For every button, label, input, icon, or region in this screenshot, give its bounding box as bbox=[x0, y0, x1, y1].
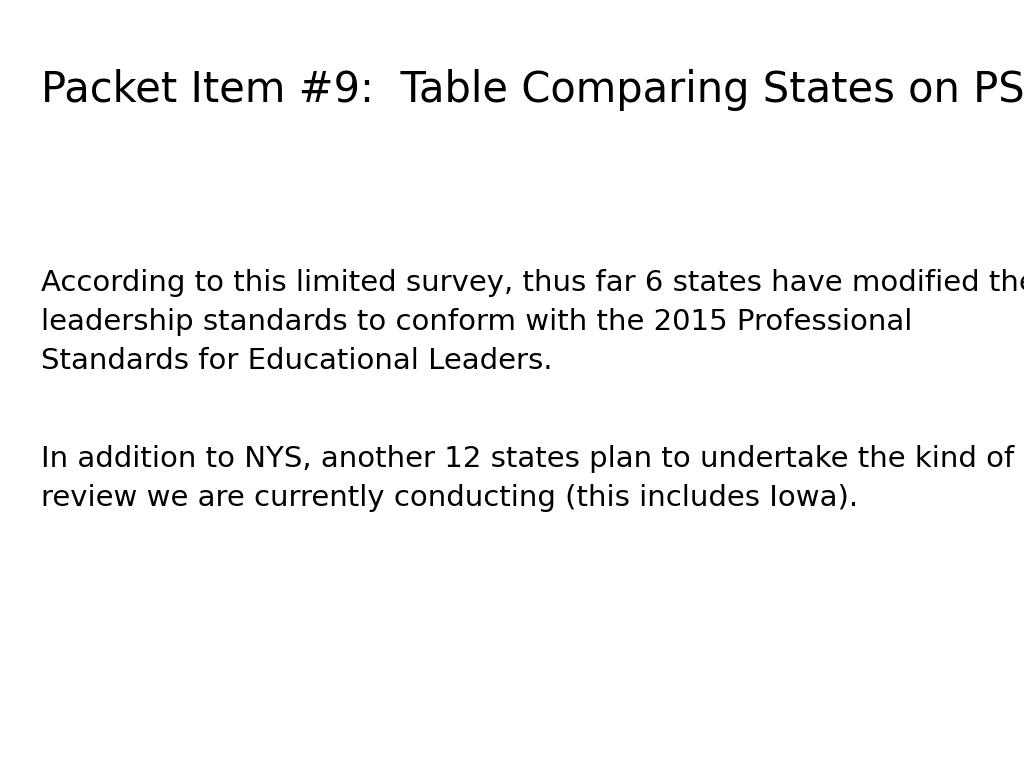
Text: According to this limited survey, thus far 6 states have modified their
leadersh: According to this limited survey, thus f… bbox=[41, 269, 1024, 375]
Text: In addition to NYS, another 12 states plan to undertake the kind of
review we ar: In addition to NYS, another 12 states pl… bbox=[41, 445, 1014, 512]
Text: Packet Item #9:  Table Comparing States on PSELs: Packet Item #9: Table Comparing States o… bbox=[41, 69, 1024, 111]
